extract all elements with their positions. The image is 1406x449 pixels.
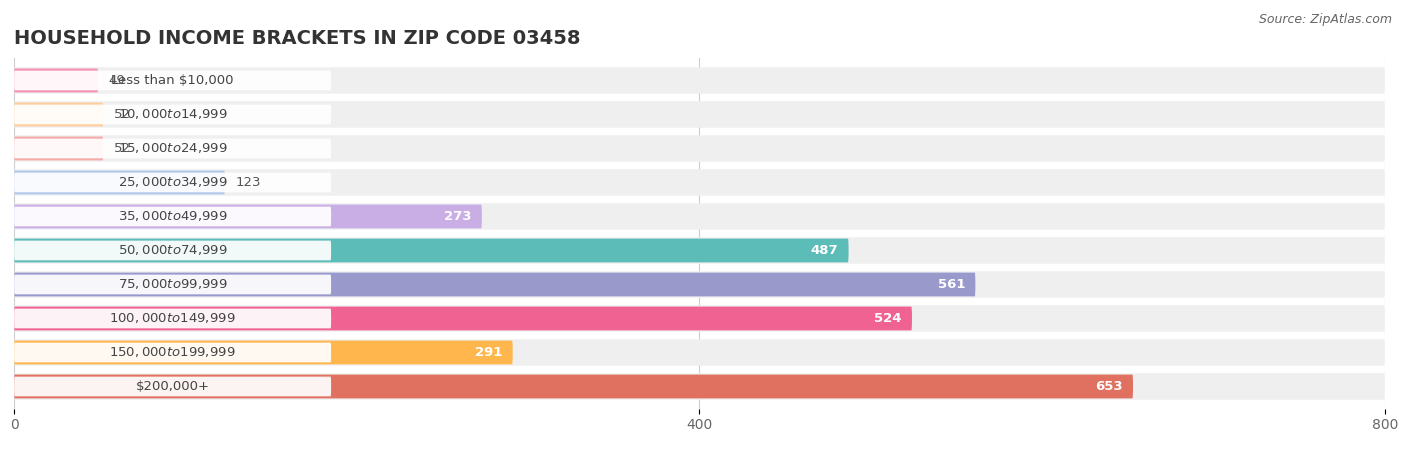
FancyBboxPatch shape	[14, 273, 976, 296]
FancyBboxPatch shape	[14, 237, 1385, 264]
Text: $50,000 to $74,999: $50,000 to $74,999	[118, 243, 228, 257]
Text: $75,000 to $99,999: $75,000 to $99,999	[118, 277, 228, 291]
Text: $150,000 to $199,999: $150,000 to $199,999	[110, 345, 236, 360]
Text: $25,000 to $34,999: $25,000 to $34,999	[118, 176, 228, 189]
FancyBboxPatch shape	[14, 307, 912, 330]
Text: $35,000 to $49,999: $35,000 to $49,999	[118, 210, 228, 224]
Text: 487: 487	[811, 244, 838, 257]
Text: $15,000 to $24,999: $15,000 to $24,999	[118, 141, 228, 155]
FancyBboxPatch shape	[14, 171, 225, 194]
FancyBboxPatch shape	[14, 105, 332, 124]
FancyBboxPatch shape	[14, 305, 1385, 332]
Text: 49: 49	[108, 74, 125, 87]
FancyBboxPatch shape	[14, 67, 1385, 94]
Text: $10,000 to $14,999: $10,000 to $14,999	[118, 107, 228, 122]
FancyBboxPatch shape	[14, 135, 1385, 162]
FancyBboxPatch shape	[14, 205, 482, 229]
Text: $100,000 to $149,999: $100,000 to $149,999	[110, 312, 236, 326]
FancyBboxPatch shape	[14, 70, 332, 90]
FancyBboxPatch shape	[14, 275, 332, 295]
FancyBboxPatch shape	[14, 341, 513, 365]
FancyBboxPatch shape	[14, 343, 332, 362]
Text: 52: 52	[114, 108, 131, 121]
Text: 273: 273	[444, 210, 471, 223]
Text: HOUSEHOLD INCOME BRACKETS IN ZIP CODE 03458: HOUSEHOLD INCOME BRACKETS IN ZIP CODE 03…	[14, 30, 581, 48]
Text: 52: 52	[114, 142, 131, 155]
FancyBboxPatch shape	[14, 136, 103, 160]
FancyBboxPatch shape	[14, 139, 332, 158]
Text: Less than $10,000: Less than $10,000	[111, 74, 233, 87]
FancyBboxPatch shape	[14, 308, 332, 328]
FancyBboxPatch shape	[14, 207, 332, 226]
FancyBboxPatch shape	[14, 339, 1385, 366]
Text: 653: 653	[1095, 380, 1123, 393]
Text: $200,000+: $200,000+	[135, 380, 209, 393]
Text: 291: 291	[475, 346, 502, 359]
Text: 561: 561	[938, 278, 965, 291]
FancyBboxPatch shape	[14, 69, 98, 92]
Text: 123: 123	[235, 176, 260, 189]
FancyBboxPatch shape	[14, 102, 103, 126]
FancyBboxPatch shape	[14, 377, 332, 396]
FancyBboxPatch shape	[14, 172, 332, 192]
FancyBboxPatch shape	[14, 101, 1385, 128]
Text: Source: ZipAtlas.com: Source: ZipAtlas.com	[1258, 13, 1392, 26]
FancyBboxPatch shape	[14, 203, 1385, 230]
Text: 524: 524	[875, 312, 901, 325]
FancyBboxPatch shape	[14, 241, 332, 260]
FancyBboxPatch shape	[14, 169, 1385, 196]
FancyBboxPatch shape	[14, 238, 849, 262]
FancyBboxPatch shape	[14, 271, 1385, 298]
FancyBboxPatch shape	[14, 374, 1133, 398]
FancyBboxPatch shape	[14, 373, 1385, 400]
